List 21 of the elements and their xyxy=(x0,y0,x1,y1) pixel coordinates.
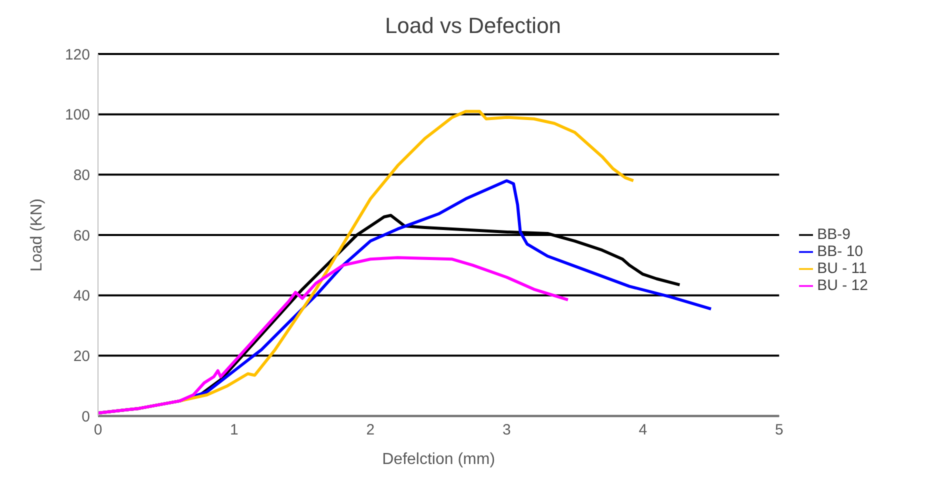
y-tick-label: 20 xyxy=(73,348,90,365)
y-tick-label: 60 xyxy=(73,227,90,244)
y-tick-label: 120 xyxy=(64,46,90,64)
x-tick-label: 4 xyxy=(638,422,648,439)
legend-label: BU - 11 xyxy=(817,260,867,277)
y-tick-label: 40 xyxy=(73,288,90,305)
x-tick-label: 0 xyxy=(94,422,102,439)
legend-label: BB- 10 xyxy=(817,243,863,260)
x-tick-label: 3 xyxy=(502,422,511,439)
line-series xyxy=(98,256,570,414)
x-tick-label: 1 xyxy=(230,422,238,439)
y-axis-title: Load (KN) xyxy=(28,198,46,272)
y-tick-label: 0 xyxy=(82,408,90,426)
x-axis-title: Defelction (mm) xyxy=(382,451,496,468)
legend-label: BU - 12 xyxy=(817,277,868,294)
x-tick-label: 5 xyxy=(774,422,784,439)
chart-title: Load vs Defection xyxy=(384,12,562,40)
x-tick-label: 2 xyxy=(366,422,375,439)
y-tick-label: 80 xyxy=(73,166,90,184)
y-tick-label: 100 xyxy=(64,106,90,124)
legend-label: BB-9 xyxy=(817,226,850,243)
